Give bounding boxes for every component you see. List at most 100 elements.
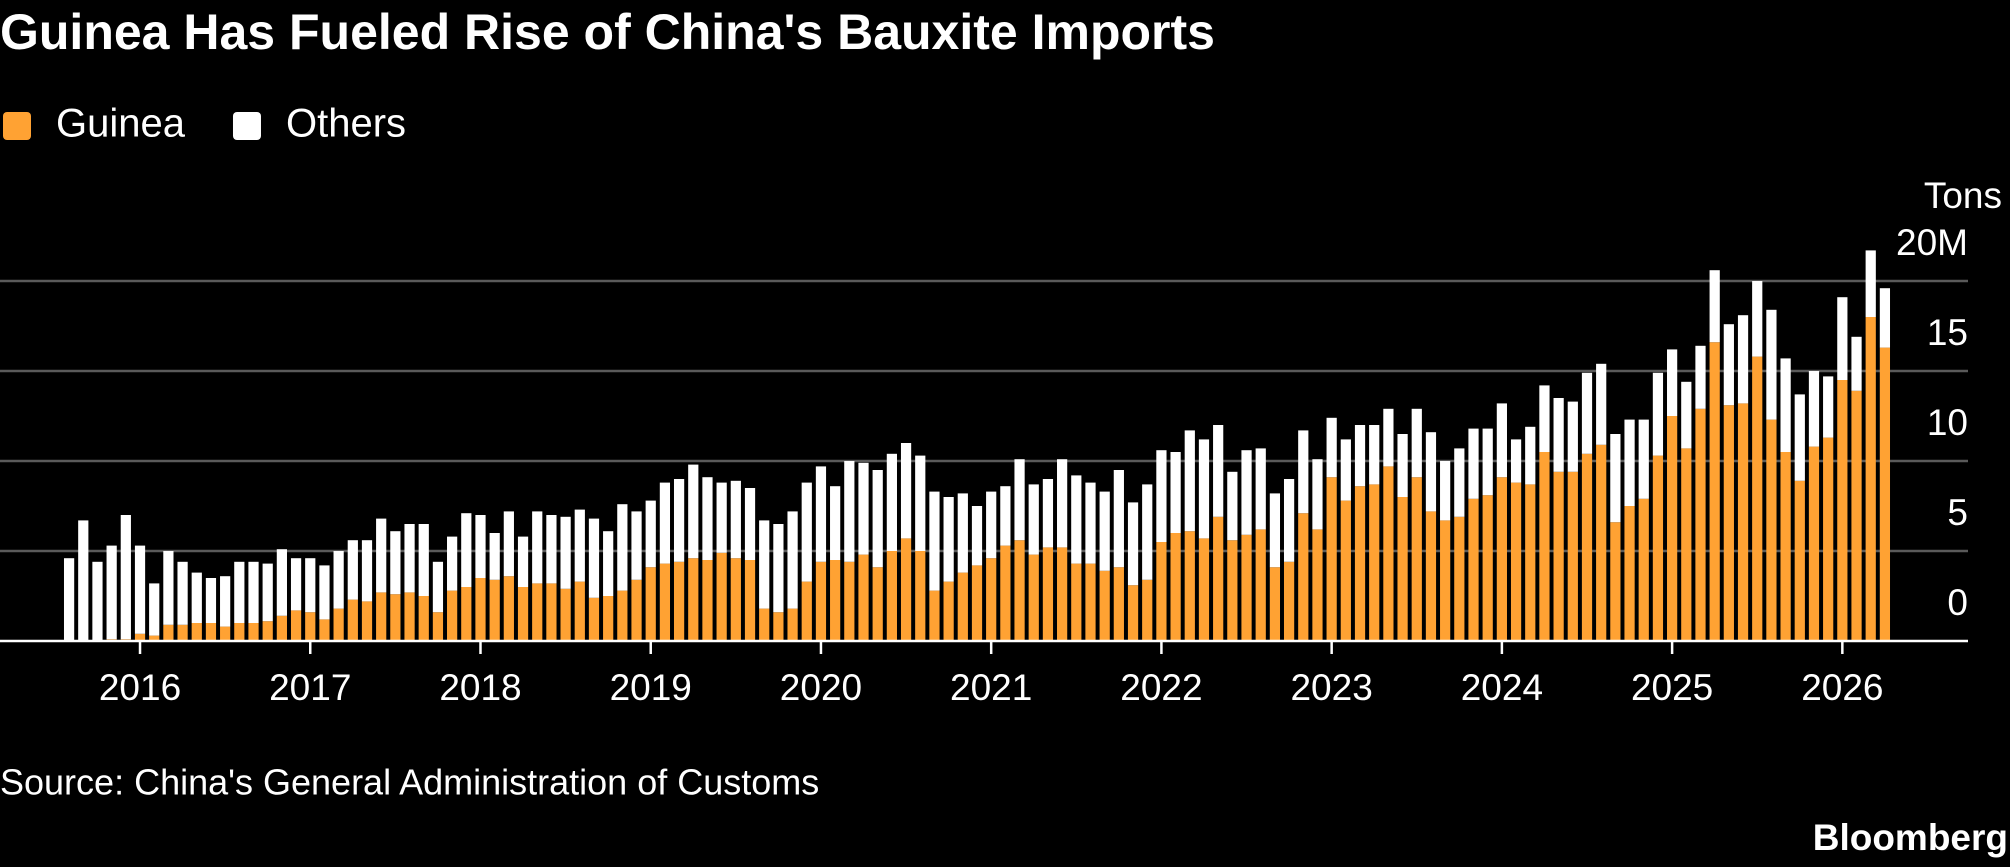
bar-segment [1198, 538, 1210, 641]
bar-segment [1667, 416, 1678, 641]
bar-segment [276, 615, 287, 641]
y-axis-label: Tons [1924, 175, 2002, 216]
bar-segment [560, 588, 571, 641]
bar-segment [220, 626, 231, 641]
bar-segment [886, 453, 897, 551]
bar-segment [347, 599, 358, 641]
bar-segment [1425, 511, 1437, 641]
bar-segment [1028, 554, 1039, 641]
bar-segment [1312, 529, 1323, 641]
bar-segment [1624, 419, 1635, 506]
legend-swatch [3, 112, 31, 140]
bar-segment [943, 581, 954, 641]
bar-segment [1099, 570, 1110, 641]
bar-segment [773, 524, 784, 613]
bar-segment [1269, 567, 1281, 641]
bar-segment [361, 601, 373, 641]
bar-segment [177, 624, 188, 641]
bar-segment [1581, 372, 1593, 454]
bar-segment [1510, 439, 1522, 483]
bar-segment [205, 623, 217, 641]
bar-segment [1794, 480, 1805, 641]
bar-segment [886, 551, 897, 641]
bar-segment [390, 594, 401, 641]
x-tick-label: 2025 [1631, 667, 1713, 708]
bar-segment [1723, 405, 1734, 641]
bar-segment [744, 560, 756, 641]
bar-segment [1794, 394, 1805, 481]
bar-segment [1780, 358, 1791, 452]
x-tick-label: 2019 [610, 667, 692, 708]
bar-segment [1865, 250, 1876, 317]
bar-segment [872, 470, 883, 568]
bar-segment [418, 524, 429, 596]
bar-segment [1127, 585, 1139, 641]
bar-segment [1057, 547, 1068, 641]
y-tick-label: 15 [1927, 312, 1968, 353]
bar-segment [1312, 459, 1323, 530]
bar-segment [1553, 471, 1564, 641]
bar-segment [1525, 426, 1536, 485]
bar-segment [546, 583, 557, 641]
bar-segment [262, 563, 273, 622]
bar-segment [1326, 477, 1337, 641]
bar-segment [134, 633, 146, 641]
bar-segment [234, 561, 245, 623]
bar-segment [872, 567, 883, 641]
bar-segment [305, 612, 316, 641]
bar-segment [1695, 345, 1706, 409]
bar-segment [1014, 459, 1025, 541]
bar-segment [220, 576, 231, 627]
bar-segment [1411, 408, 1422, 478]
bar-segment [517, 536, 529, 587]
bar-segment [404, 524, 415, 593]
bar-segment [971, 565, 983, 641]
bar-segment [1170, 533, 1181, 641]
x-tick-label: 2021 [950, 667, 1032, 708]
bar-segment [1213, 425, 1224, 517]
bar-segment [1780, 452, 1791, 641]
bar-segment [1865, 317, 1876, 641]
bar-segment [1241, 450, 1252, 535]
bar-segment [1042, 547, 1054, 641]
bar-segment [1539, 385, 1550, 452]
bar-segment [844, 561, 855, 641]
bar-segment [1383, 408, 1394, 467]
bar-segment [1184, 531, 1195, 641]
bar-segment [376, 518, 387, 593]
legend-swatch [232, 112, 261, 140]
bar-segment [830, 560, 841, 641]
bar-segment [1085, 482, 1096, 564]
x-tick-label: 2024 [1461, 667, 1543, 708]
bar-segment [673, 561, 685, 641]
bar-segment [447, 590, 458, 641]
bar-segment [659, 482, 671, 564]
bar-segment [1752, 281, 1763, 357]
bar-segment [63, 558, 75, 641]
bar-segment [290, 558, 302, 611]
bar-segment [730, 558, 741, 641]
bar-segment [986, 491, 997, 559]
bar-segment [574, 581, 585, 641]
bar-segment [1610, 522, 1621, 641]
x-tick-label: 2026 [1801, 667, 1883, 708]
bar-segment [418, 596, 429, 641]
bar-segment [929, 590, 940, 641]
bar-segment [1354, 425, 1366, 487]
bar-segment [1752, 356, 1763, 641]
bar-segment [1142, 579, 1153, 641]
x-tick-label: 2023 [1290, 667, 1372, 708]
chart-title: Guinea Has Fueled Rise of China's Bauxit… [0, 4, 1215, 60]
bar-segment [631, 579, 642, 641]
bar-segment [1823, 437, 1834, 641]
bar-segment [1879, 288, 1891, 348]
bar-segment [929, 491, 940, 591]
bar-segment [1879, 347, 1891, 641]
bar-segment [1283, 479, 1295, 562]
bar-segment [1581, 453, 1593, 641]
bar-segment [1184, 430, 1195, 532]
bar-segment [532, 511, 543, 584]
bar-segment [815, 466, 827, 562]
bar-segment [532, 583, 543, 641]
bar-segment [1454, 516, 1465, 641]
